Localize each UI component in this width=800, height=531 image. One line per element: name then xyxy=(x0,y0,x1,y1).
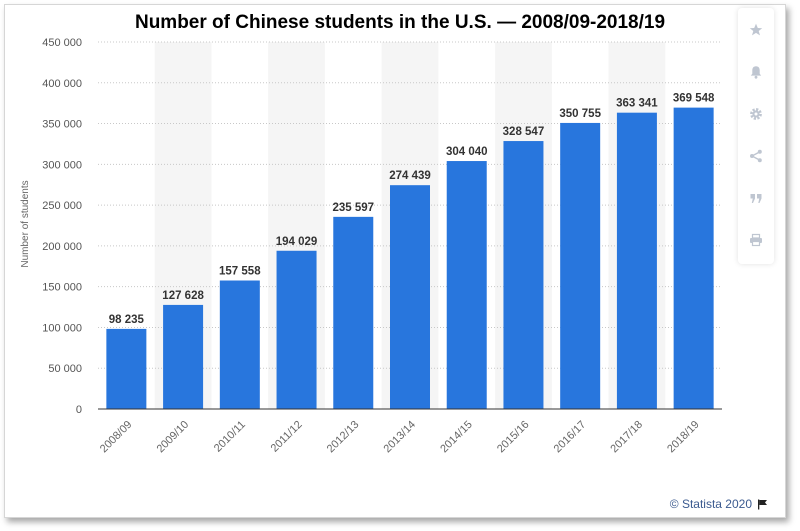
value-labels: 98 235 127 628 157 558 194 029 235 597 274 43… xyxy=(109,93,715,326)
value-label: 369 548 xyxy=(673,93,715,105)
value-label: 363 341 xyxy=(616,98,658,110)
bar[interactable] xyxy=(673,107,714,410)
y-tick-label: 100 000 xyxy=(42,322,82,334)
x-tick-label: 2010/11 xyxy=(212,419,248,455)
y-tick-label: 450 000 xyxy=(42,37,82,49)
gear-icon xyxy=(750,108,762,120)
bar[interactable] xyxy=(106,328,147,409)
bar[interactable] xyxy=(163,304,204,409)
y-tick-labels: 0 50 000 100 000 150 000 200 000 250 000 300 0… xyxy=(42,37,82,416)
value-label: 98 235 xyxy=(109,314,145,326)
value-label: 350 755 xyxy=(559,108,601,120)
print-icon xyxy=(750,233,762,247)
value-label: 235 597 xyxy=(332,202,374,214)
y-tick-label: 350 000 xyxy=(42,119,82,131)
y-axis-label: Number of students xyxy=(20,180,31,267)
favorite-button[interactable] xyxy=(738,12,774,48)
share-button[interactable] xyxy=(738,138,774,174)
footer: © Statista 2020 xyxy=(670,497,768,511)
quote-icon xyxy=(750,194,762,203)
x-tick-label: 2014/15 xyxy=(438,419,475,456)
bar[interactable] xyxy=(276,250,317,409)
value-label: 328 547 xyxy=(503,126,545,138)
bar[interactable] xyxy=(219,280,260,409)
y-tick-label: 200 000 xyxy=(42,241,82,253)
bar[interactable] xyxy=(560,122,601,409)
y-tick-label: 50 000 xyxy=(48,363,82,375)
x-tick-label: 2016/17 xyxy=(552,419,589,456)
notification-button[interactable] xyxy=(738,54,774,90)
x-tick-label: 2012/13 xyxy=(325,419,362,456)
y-tick-label: 400 000 xyxy=(42,78,82,90)
bar[interactable] xyxy=(333,216,374,409)
x-tick-label: 2015/16 xyxy=(495,419,532,456)
bar[interactable] xyxy=(446,161,487,409)
value-label: 194 029 xyxy=(276,236,318,248)
bar[interactable] xyxy=(390,185,430,409)
bar[interactable] xyxy=(503,141,544,409)
print-button[interactable] xyxy=(738,222,774,258)
value-label: 304 040 xyxy=(446,146,488,158)
star-icon xyxy=(749,23,763,36)
value-label: 157 558 xyxy=(219,266,261,278)
x-tick-label: 2017/18 xyxy=(608,419,645,456)
share-icon xyxy=(750,149,762,163)
bell-icon xyxy=(750,66,762,79)
x-tick-label: 2011/12 xyxy=(269,419,305,455)
value-label: 127 628 xyxy=(162,290,204,302)
chart-title: Number of Chinese students in the U.S. —… xyxy=(134,12,666,33)
settings-button[interactable] xyxy=(738,96,774,132)
x-tick-label: 2013/14 xyxy=(382,419,419,456)
x-tick-labels: 2008/09 2009/10 2010/11 2011/12 2012/13 2013/… xyxy=(98,419,702,456)
copyright-text[interactable]: © Statista 2020 xyxy=(669,497,752,511)
bars xyxy=(106,107,714,410)
y-tick-label: 0 xyxy=(76,404,82,416)
x-tick-label: 2008/09 xyxy=(98,419,135,456)
x-tick-label: 2018/19 xyxy=(665,419,702,456)
value-label: 274 439 xyxy=(389,170,431,182)
flag-icon[interactable] xyxy=(757,499,768,510)
y-tick-label: 250 000 xyxy=(42,200,82,212)
x-tick-label: 2009/10 xyxy=(155,419,192,456)
bar[interactable] xyxy=(616,112,657,409)
y-tick-label: 150 000 xyxy=(42,282,82,294)
cite-button[interactable] xyxy=(738,180,774,216)
action-toolbar xyxy=(738,8,774,264)
y-tick-label: 300 000 xyxy=(42,159,82,171)
